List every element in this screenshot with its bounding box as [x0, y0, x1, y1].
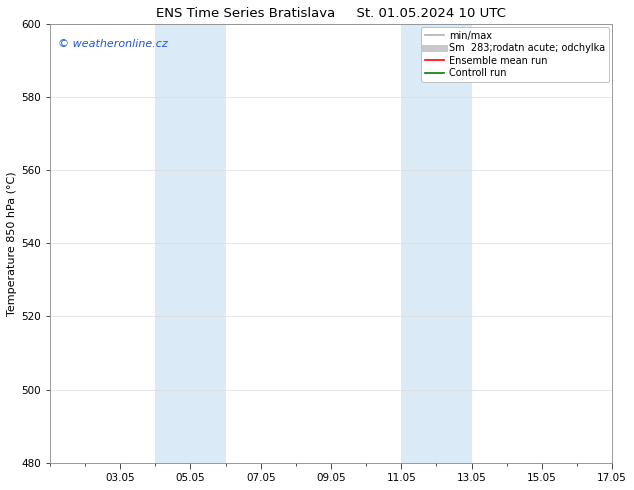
Y-axis label: Temperature 850 hPa (°C): Temperature 850 hPa (°C) — [7, 171, 17, 316]
Bar — [155, 24, 226, 463]
Title: ENS Time Series Bratislava     St. 01.05.2024 10 UTC: ENS Time Series Bratislava St. 01.05.202… — [156, 7, 506, 20]
Text: © weatheronline.cz: © weatheronline.cz — [58, 39, 168, 49]
Legend: min/max, Sm  283;rodatn acute; odchylka, Ensemble mean run, Controll run: min/max, Sm 283;rodatn acute; odchylka, … — [421, 27, 609, 82]
Bar — [401, 24, 472, 463]
